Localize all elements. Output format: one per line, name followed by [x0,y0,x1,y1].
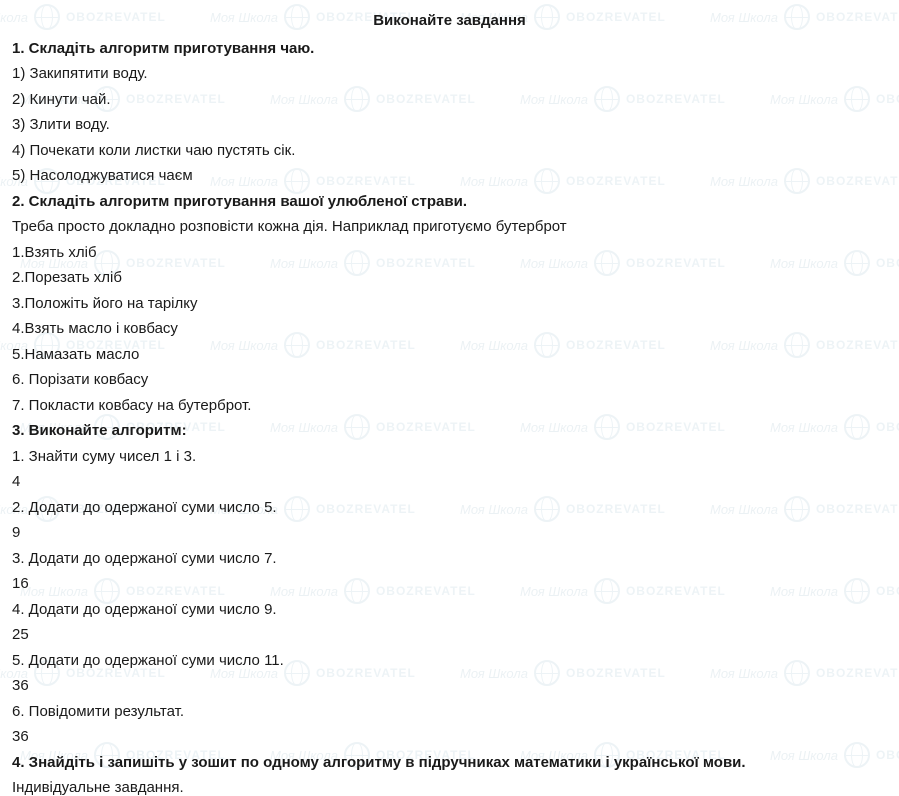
task-line: 4 [12,469,887,495]
task-line: 2. Додати до одержаної суми число 5. [12,495,887,521]
task-line: 1. Знайти суму чисел 1 і 3. [12,444,887,470]
task-line: 2.Порезать хліб [12,265,887,291]
task-heading: 3. Виконайте алгоритм: [12,418,887,444]
page-title: Виконайте завдання [12,8,887,34]
task-line: 5) Насолоджуватися чаєм [12,163,887,189]
task-heading: 4. Знайдіть і запишіть у зошит по одному… [12,750,887,776]
task-heading: 1. Складіть алгоритм приготування чаю. [12,36,887,62]
task-line: 16 [12,571,887,597]
task-line: Треба просто докладно розповісти кожна д… [12,214,887,240]
task-line: 4. Додати до одержаної суми число 9. [12,597,887,623]
task-line: 5. Додати до одержаної суми число 11. [12,648,887,674]
task-line: 25 [12,622,887,648]
task-heading: 2. Складіть алгоритм приготування вашої … [12,189,887,215]
task-line: 7. Покласти ковбасу на бутерброт. [12,393,887,419]
task-line: 4.Взять масло і ковбасу [12,316,887,342]
task-line: 4) Почекати коли листки чаю пустять сік. [12,138,887,164]
document-body: Виконайте завдання 1. Складіть алгоритм … [0,0,899,796]
task-line: 1) Закипятити воду. [12,61,887,87]
task-line: 36 [12,673,887,699]
task-line: 36 [12,724,887,750]
lines-container: 1. Складіть алгоритм приготування чаю.1)… [12,36,887,796]
task-line: Індивідуальне завдання. [12,775,887,796]
task-line: 3) Злити воду. [12,112,887,138]
task-line: 9 [12,520,887,546]
task-line: 3.Положіть його на тарілку [12,291,887,317]
task-line: 3. Додати до одержаної суми число 7. [12,546,887,572]
task-line: 6. Порізати ковбасу [12,367,887,393]
task-line: 1.Взять хліб [12,240,887,266]
task-line: 5.Намазать масло [12,342,887,368]
task-line: 6. Повідомити результат. [12,699,887,725]
task-line: 2) Кинути чай. [12,87,887,113]
